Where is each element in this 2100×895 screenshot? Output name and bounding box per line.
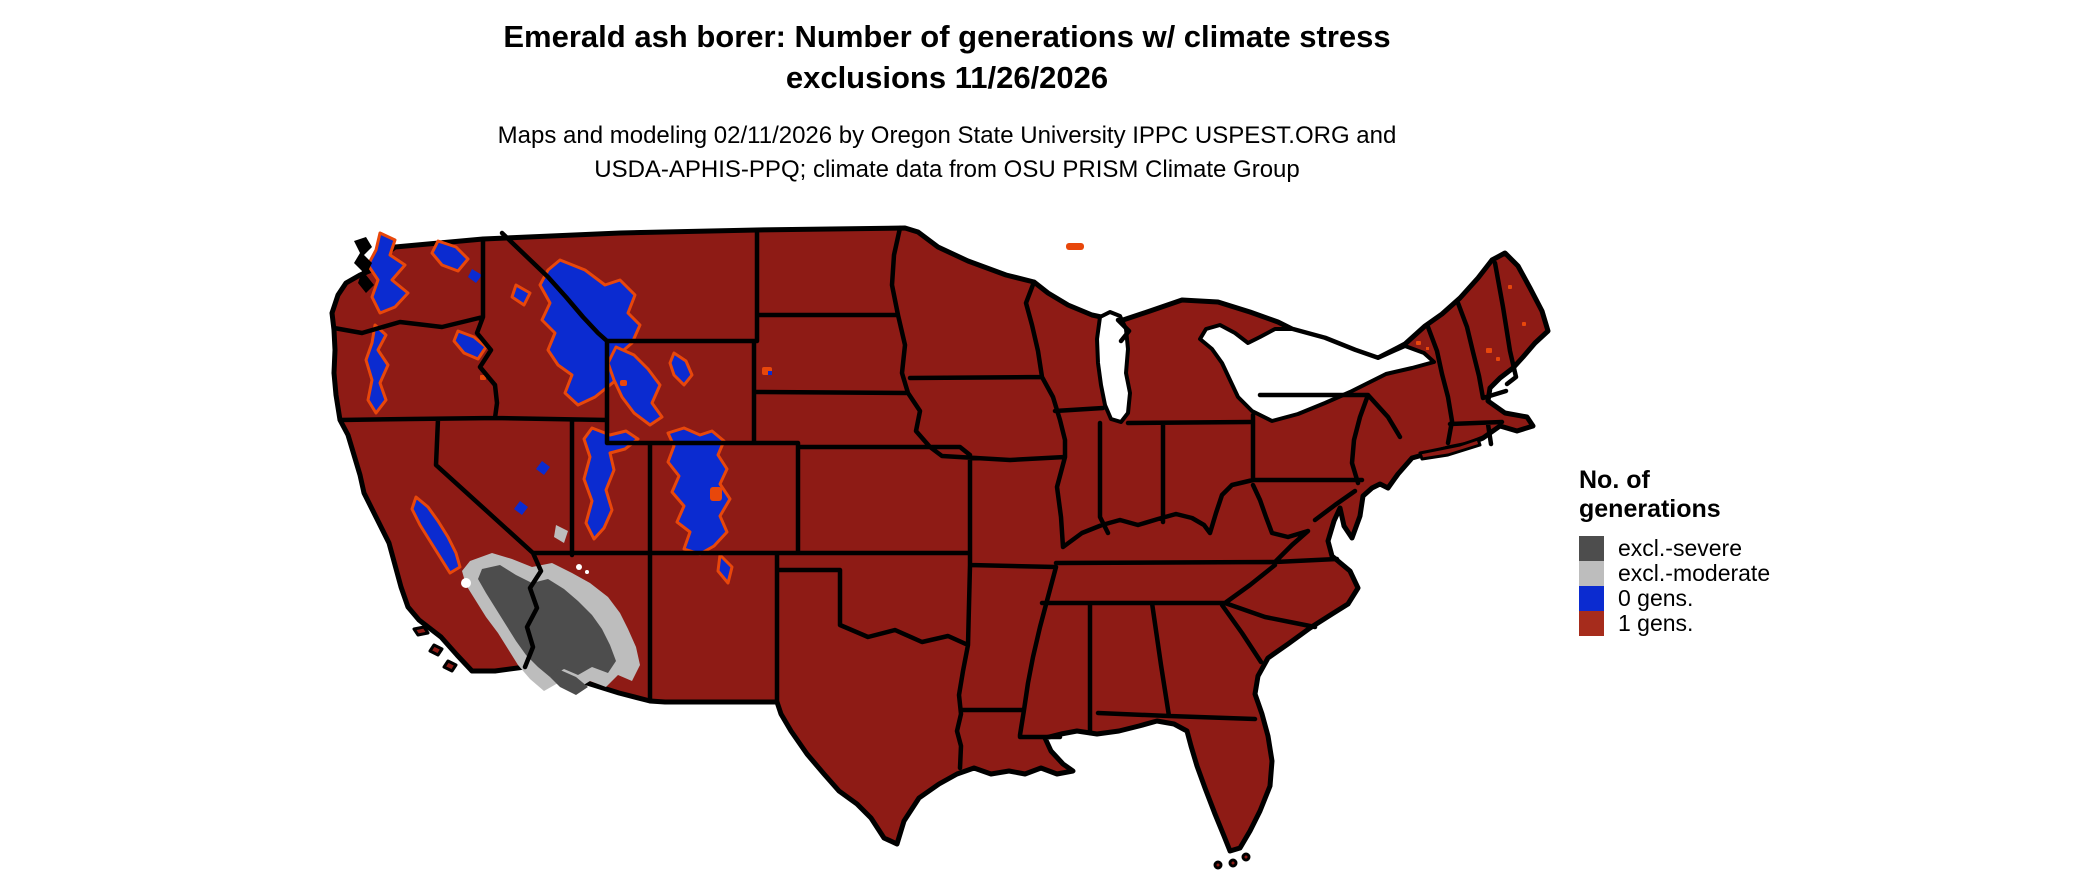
lakes-huron-erie-ontario: [1198, 323, 1436, 423]
legend: No. of generations excl.-severe excl.-mo…: [1579, 466, 1839, 636]
exclusion-severe-patches: [478, 565, 616, 695]
map-title-line1: Emerald ash borer: Number of generations…: [503, 19, 1391, 54]
excl-severe-label: excl.-severe: [1618, 535, 1742, 561]
excl-moderate-label: excl.-moderate: [1618, 560, 1771, 586]
long-island: [1418, 437, 1482, 461]
us-generations-map: [320, 225, 1565, 890]
state-borders: [331, 225, 1519, 771]
inland-water-dots: [461, 564, 589, 588]
one-gens-swatch: [1579, 611, 1604, 636]
florida-keys: [1213, 860, 1223, 870]
legend-items: excl.-severe excl.-moderate 0 gens. 1 ge…: [1579, 536, 1839, 636]
map-subtitle: Maps and modeling 02/11/2026 by Oregon S…: [498, 119, 1397, 187]
legend-title-line2: generations: [1579, 495, 1721, 523]
map-subtitle-line2: USDA-APHIS-PPQ; climate data from OSU PR…: [594, 156, 1300, 183]
legend-row-1-gens: 1 gens.: [1579, 611, 1839, 636]
map-subtitle-line1: Maps and modeling 02/11/2026 by Oregon S…: [497, 122, 1397, 149]
map-title-line2: exclusions 11/26/2026: [785, 60, 1109, 95]
zero-gens-swatch: [1579, 586, 1604, 611]
one-gens-label: 1 gens.: [1618, 610, 1694, 636]
legend-title-line1: No. of: [1579, 466, 1650, 494]
zero-generation-patches: [364, 231, 734, 585]
zero-gens-label: 0 gens.: [1618, 585, 1694, 611]
legend-row-excl-moderate: excl.-moderate: [1579, 561, 1839, 586]
excl-severe-swatch: [1579, 536, 1604, 561]
legend-row-0-gens: 0 gens.: [1579, 586, 1839, 611]
channel-islands: [412, 625, 430, 637]
legend-title: No. of generations: [1579, 466, 1839, 524]
puget-sound: [354, 237, 374, 293]
us-landmass: [329, 225, 1551, 854]
excl-moderate-swatch: [1579, 561, 1604, 586]
map-title: Emerald ash borer: Number of generations…: [503, 16, 1390, 98]
stress-exclusion-specks: [480, 243, 1526, 501]
legend-row-excl-severe: excl.-severe: [1579, 536, 1839, 561]
coastal-islands: [412, 437, 1482, 870]
us-map-svg: [329, 225, 1551, 870]
